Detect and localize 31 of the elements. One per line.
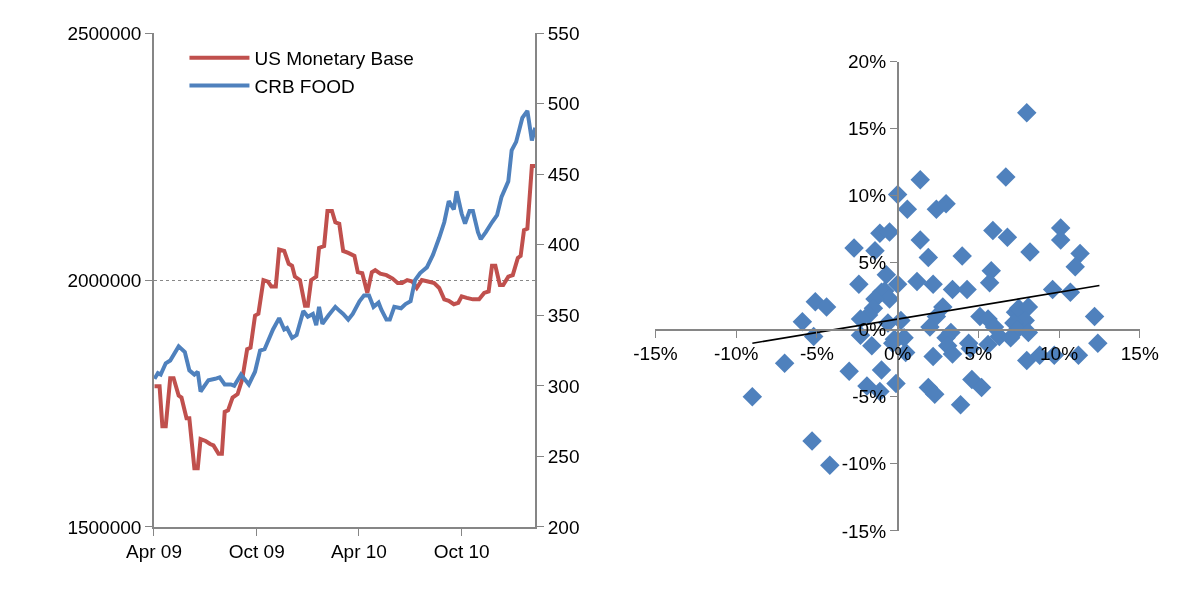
y2-tick-label: 500 (547, 93, 580, 115)
x-tick-label: -10% (714, 343, 759, 365)
y2-tick-label: 400 (547, 234, 580, 256)
y-tick-label: 1500000 (67, 516, 142, 538)
x-tick-label: Apr 10 (330, 541, 387, 563)
y-tick-label: 2500000 (67, 22, 142, 44)
y2-tick-label: 200 (547, 516, 580, 538)
y-tick-label: 5% (858, 252, 887, 274)
y2-tick-label: 300 (547, 375, 580, 397)
y-tick-label: 0% (858, 319, 887, 341)
y-tick-label: -10% (841, 453, 887, 475)
y2-tick-label: 350 (547, 304, 580, 326)
x-tick-label: 15% (1120, 343, 1159, 365)
y-tick-label: -15% (841, 520, 887, 542)
y-tick-label: 15% (848, 118, 887, 140)
y2-tick-label: 450 (547, 163, 580, 185)
y2-tick-label: 550 (547, 22, 580, 44)
line-series (153, 164, 536, 471)
legend-label: US Monetary Base (254, 48, 414, 70)
x-tick-label: Oct 10 (433, 541, 490, 563)
y-tick-label: -5% (852, 386, 887, 408)
x-tick-label: -5% (800, 343, 834, 365)
y-tick-label: 10% (848, 185, 887, 207)
x-tick-label: Oct 09 (228, 541, 285, 563)
line-series (153, 108, 536, 394)
legend-label: CRB FOOD (254, 75, 355, 97)
y2-tick-label: 250 (547, 446, 580, 468)
y-tick-label: 20% (848, 51, 887, 73)
y-tick-label: 2000000 (67, 269, 142, 291)
x-tick-label: Apr 09 (125, 541, 182, 563)
x-tick-label: -15% (633, 343, 678, 365)
